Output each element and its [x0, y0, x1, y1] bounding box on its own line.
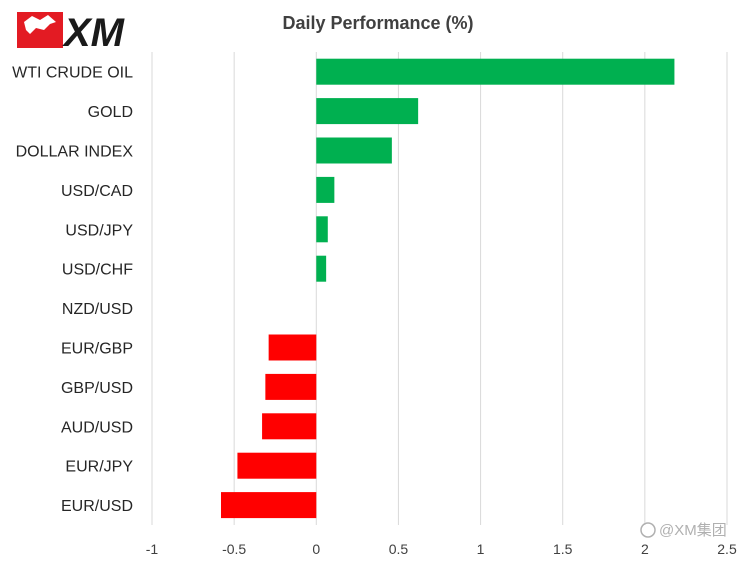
x-tick-label: 2 [641, 541, 649, 557]
logo-red-badge-icon [17, 12, 63, 48]
x-tick-label: -1 [146, 541, 159, 557]
x-tick-label: 0.5 [389, 541, 409, 557]
category-label: EUR/USD [61, 498, 133, 515]
category-label: AUD/USD [61, 419, 133, 436]
bar [316, 176, 335, 203]
bar [316, 58, 675, 85]
bars [221, 58, 675, 519]
watermark: @XM集团 [640, 522, 727, 539]
logo-bull-icon [24, 15, 56, 34]
x-tick-labels: -1 -0.5 0 0.5 1 1.5 2 2.5 [146, 541, 737, 557]
category-labels: WTI CRUDE OIL GOLD DOLLAR INDEX USD/CAD USD/… [12, 65, 133, 515]
bar [265, 373, 317, 400]
bar [316, 98, 419, 125]
category-label: USD/CHF [62, 262, 133, 279]
logo-text: XM [62, 11, 126, 55]
bar [262, 413, 317, 440]
category-label: WTI CRUDE OIL [12, 65, 133, 82]
bar [237, 452, 317, 479]
category-label: USD/CAD [61, 183, 133, 200]
x-tick-label: 0 [312, 541, 320, 557]
chart-title: Daily Performance (%) [282, 13, 473, 33]
category-label: NZD/USD [62, 301, 133, 318]
x-tick-label: -0.5 [222, 541, 246, 557]
watermark-text: @XM集团 [659, 522, 727, 539]
category-label: GBP/USD [61, 380, 133, 397]
bar [316, 216, 328, 243]
category-label: GOLD [88, 104, 133, 121]
bar [316, 255, 327, 282]
category-label: EUR/GBP [61, 341, 133, 358]
x-tick-label: 1.5 [553, 541, 573, 557]
x-tick-label: 2.5 [717, 541, 737, 557]
gridlines [151, 52, 728, 525]
category-label: USD/JPY [65, 222, 133, 239]
xm-logo: XM [17, 11, 126, 55]
bar [316, 137, 392, 164]
x-tick-label: 1 [477, 541, 485, 557]
category-label: DOLLAR INDEX [16, 144, 134, 161]
bar [268, 334, 317, 361]
bar [221, 492, 317, 519]
category-label: EUR/JPY [65, 459, 133, 476]
watermark-logo-icon [640, 522, 656, 538]
